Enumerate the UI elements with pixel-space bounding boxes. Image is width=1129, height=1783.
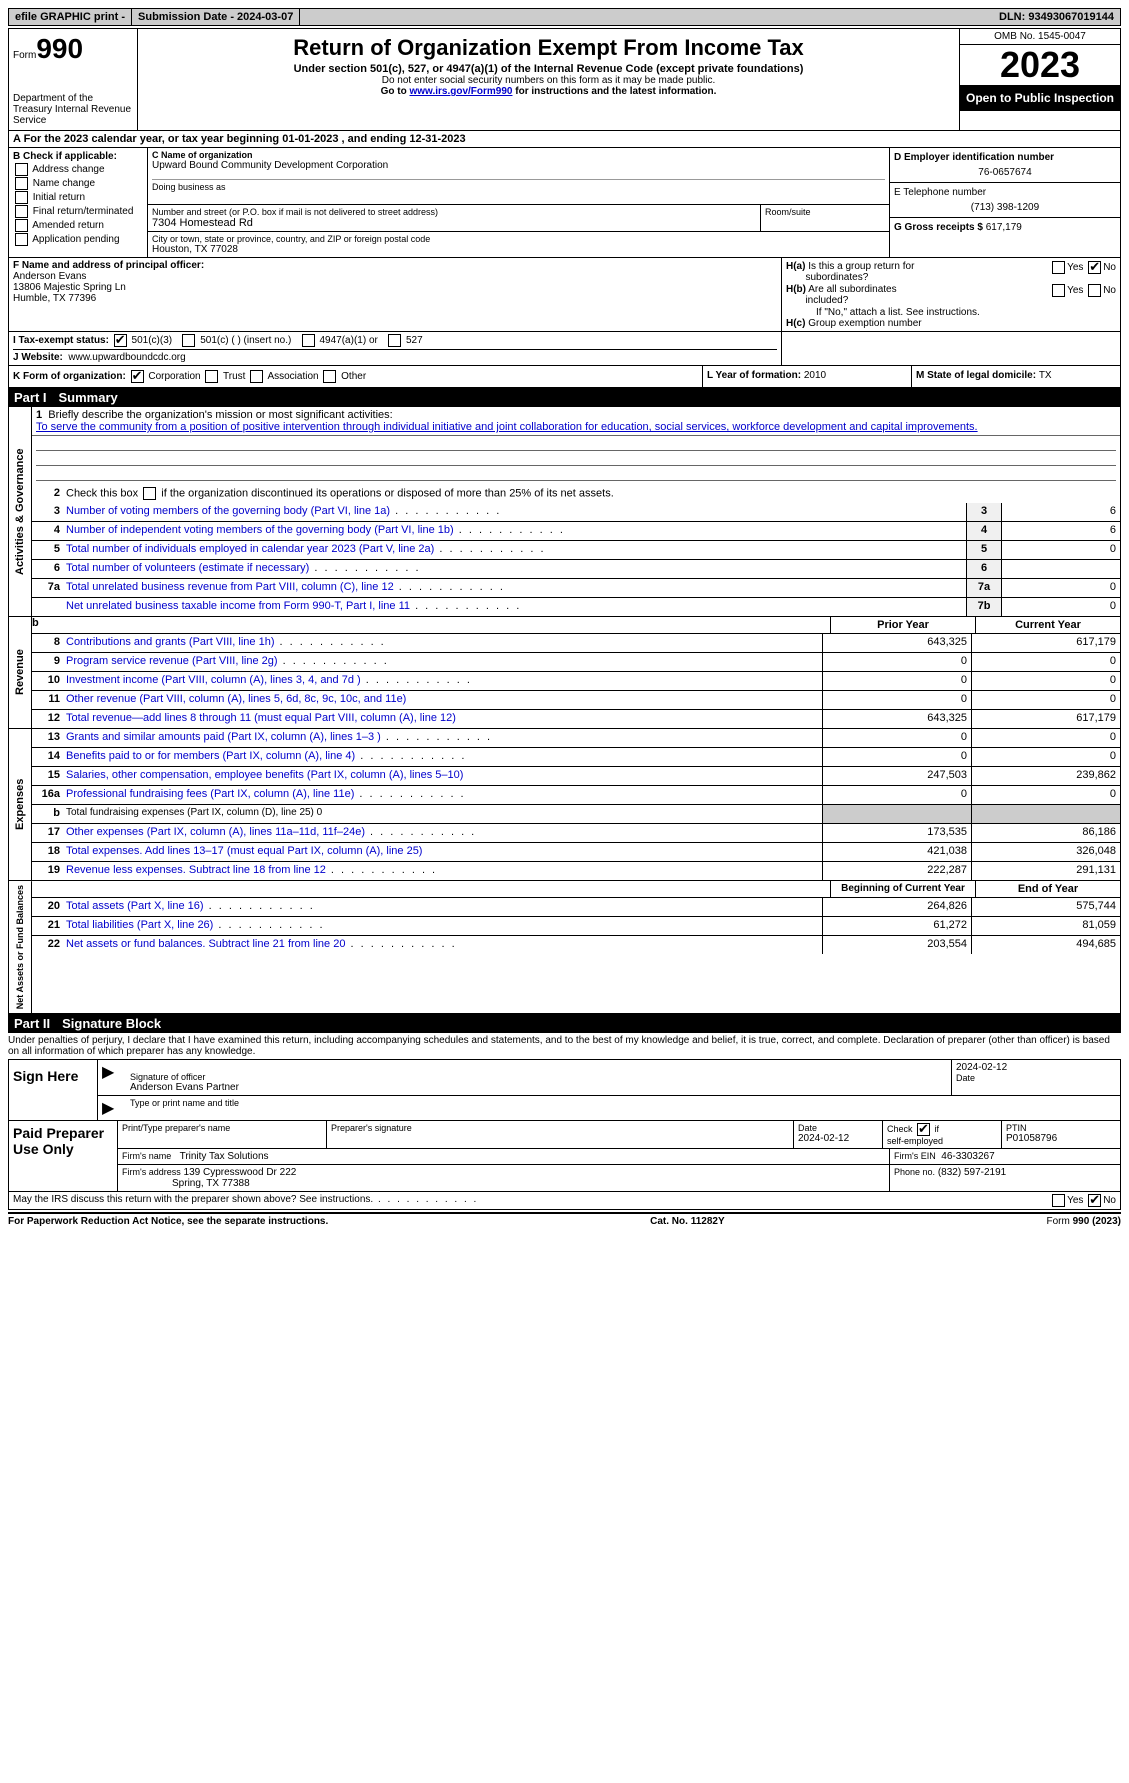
- check-app-pending[interactable]: [15, 233, 28, 246]
- form-note2: Go to www.irs.gov/Form990 for instructio…: [142, 86, 955, 97]
- telephone: (713) 398-1209: [894, 198, 1116, 213]
- val-3: 6: [1001, 503, 1120, 521]
- row-a-period: A For the 2023 calendar year, or tax yea…: [8, 131, 1121, 148]
- tab-net-assets: Net Assets or Fund Balances: [9, 881, 32, 1013]
- check-ha-yes[interactable]: [1052, 261, 1065, 274]
- check-501c[interactable]: [182, 334, 195, 347]
- form-title: Return of Organization Exempt From Incom…: [142, 35, 955, 61]
- check-final-return[interactable]: [15, 205, 28, 218]
- state-domicile: TX: [1039, 370, 1052, 381]
- check-hb-no[interactable]: [1088, 284, 1101, 297]
- val-4: 6: [1001, 522, 1120, 540]
- check-corp[interactable]: [131, 370, 144, 383]
- paid-preparer-block: Paid Preparer Use Only Print/Type prepar…: [8, 1121, 1121, 1192]
- form-subtitle: Under section 501(c), 527, or 4947(a)(1)…: [142, 63, 955, 75]
- dln-cell: DLN: 93493067019144: [993, 9, 1120, 25]
- sign-here-block: Sign Here ▶ Signature of officerAnderson…: [8, 1059, 1121, 1121]
- tab-expenses: Expenses: [9, 729, 32, 880]
- val-5: 0: [1001, 541, 1120, 559]
- org-name: Upward Bound Community Development Corpo…: [152, 160, 885, 171]
- irs-link[interactable]: www.irs.gov/Form990: [409, 86, 512, 97]
- check-assoc[interactable]: [250, 370, 263, 383]
- submission-cell: Submission Date - 2024-03-07: [132, 9, 300, 25]
- check-amended[interactable]: [15, 219, 28, 232]
- tax-year: 2023: [960, 45, 1120, 85]
- check-4947[interactable]: [302, 334, 315, 347]
- check-irs-yes[interactable]: [1052, 1194, 1065, 1207]
- check-discontinued[interactable]: [143, 487, 156, 500]
- officer-name: Anderson Evans: [13, 271, 86, 282]
- section-d-e-g: D Employer identification number 76-0657…: [890, 148, 1120, 257]
- val-6: [1001, 560, 1120, 578]
- expenses-section: Expenses 13Grants and similar amounts pa…: [8, 729, 1121, 881]
- activities-governance: Activities & Governance 1 Briefly descri…: [8, 407, 1121, 617]
- form-header: Form990 Department of the Treasury Inter…: [8, 28, 1121, 131]
- part-1-header: Part I Summary: [8, 388, 1121, 407]
- revenue-section: Revenue b Prior Year Current Year 8Contr…: [8, 617, 1121, 729]
- street-address: 7304 Homestead Rd: [152, 217, 756, 229]
- check-name-change[interactable]: [15, 177, 28, 190]
- check-other[interactable]: [323, 370, 336, 383]
- city-state-zip: Houston, TX 77028: [152, 244, 885, 255]
- top-bar: efile GRAPHIC print - Submission Date - …: [8, 8, 1121, 26]
- gross-receipts: 617,179: [986, 222, 1022, 233]
- officer-block: F Name and address of principal officer:…: [8, 258, 1121, 332]
- ein: 76-0657674: [894, 163, 1116, 178]
- check-initial-return[interactable]: [15, 191, 28, 204]
- val-7a: 0: [1001, 579, 1120, 597]
- check-527[interactable]: [388, 334, 401, 347]
- signature-intro: Under penalties of perjury, I declare th…: [8, 1033, 1121, 1059]
- check-ha-no[interactable]: [1088, 261, 1101, 274]
- check-address-change[interactable]: [15, 163, 28, 176]
- form-number: Form990: [13, 33, 133, 65]
- check-hb-yes[interactable]: [1052, 284, 1065, 297]
- mission-text: To serve the community from a position o…: [36, 421, 978, 433]
- row-form-org: K Form of organization: Corporation Trus…: [8, 366, 1121, 388]
- dept-label: Department of the Treasury Internal Reve…: [13, 93, 133, 126]
- row-tax-exempt: I Tax-exempt status: 501(c)(3) 501(c) ( …: [8, 332, 1121, 366]
- tab-revenue: Revenue: [9, 617, 32, 728]
- section-b: B Check if applicable: Address change Na…: [9, 148, 148, 257]
- net-assets-section: Net Assets or Fund Balances Beginning of…: [8, 881, 1121, 1014]
- check-trust[interactable]: [205, 370, 218, 383]
- val-7b: 0: [1001, 598, 1120, 616]
- year-formation: 2010: [804, 370, 826, 381]
- efile-label: efile GRAPHIC print -: [9, 9, 132, 25]
- part-2-header: Part II Signature Block: [8, 1014, 1121, 1033]
- omb-number: OMB No. 1545-0047: [960, 29, 1120, 45]
- check-501c3[interactable]: [114, 334, 127, 347]
- check-irs-no[interactable]: [1088, 1194, 1101, 1207]
- page-footer: For Paperwork Reduction Act Notice, see …: [8, 1212, 1121, 1227]
- website: www.upwardboundcdc.org: [68, 352, 185, 363]
- check-self-employed[interactable]: [917, 1123, 930, 1136]
- open-to-public: Open to Public Inspection: [960, 85, 1120, 111]
- section-c: C Name of organization Upward Bound Comm…: [148, 148, 890, 257]
- entity-block: B Check if applicable: Address change Na…: [8, 148, 1121, 258]
- tab-activities: Activities & Governance: [9, 407, 32, 616]
- may-irs-discuss: May the IRS discuss this return with the…: [8, 1192, 1121, 1210]
- form-note1: Do not enter social security numbers on …: [142, 75, 955, 86]
